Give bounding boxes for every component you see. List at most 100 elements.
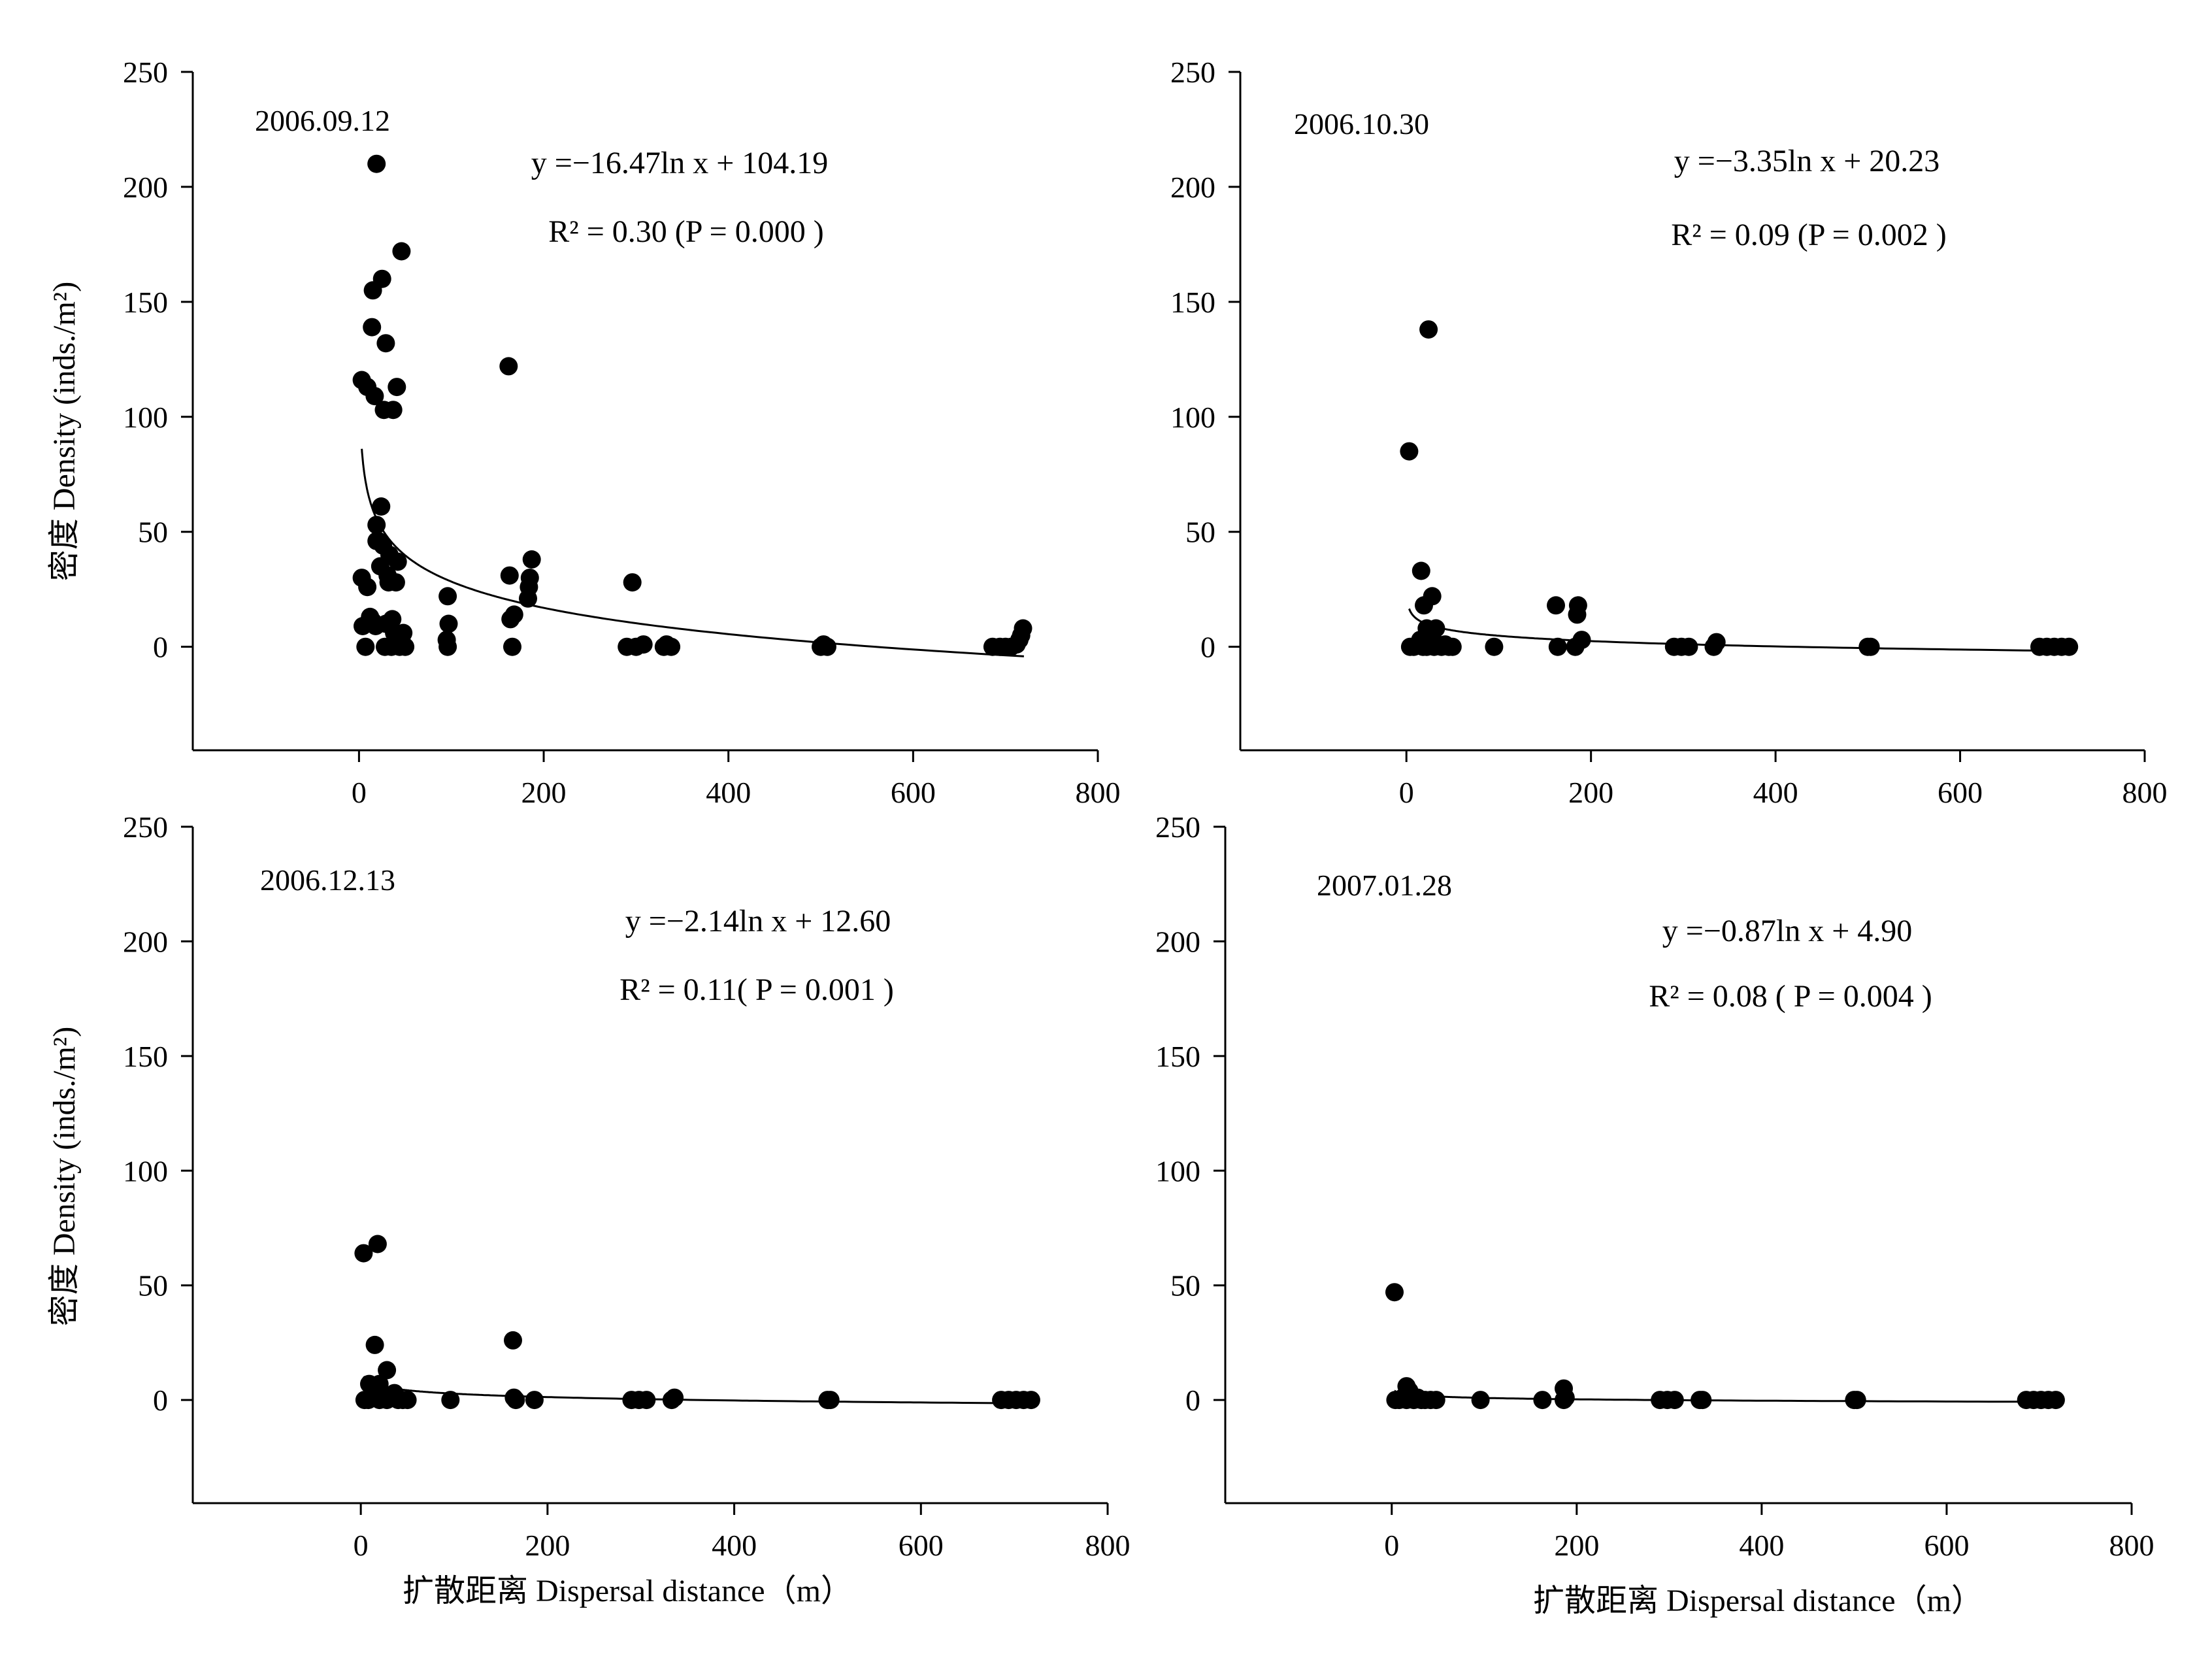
y-tick-label: 200 xyxy=(123,925,168,958)
x-tick-label: 800 xyxy=(2122,776,2168,809)
data-point xyxy=(1847,1391,1866,1410)
data-point xyxy=(1548,637,1567,656)
x-tick-label: 200 xyxy=(525,1529,570,1562)
data-point xyxy=(637,1391,656,1410)
data-point xyxy=(367,516,386,535)
y-tick-label: 50 xyxy=(138,516,168,549)
data-point xyxy=(1014,619,1032,638)
y-tick-label: 150 xyxy=(123,286,168,319)
r-squared-text: R² = 0.11( P = 0.001 ) xyxy=(619,972,894,1007)
y-tick-label: 250 xyxy=(1155,810,1200,844)
data-point xyxy=(525,1391,544,1410)
data-point xyxy=(384,401,403,420)
data-point xyxy=(438,637,457,656)
data-point xyxy=(398,1391,417,1410)
data-point xyxy=(519,589,537,608)
panel-date-label: 2006.09.12 xyxy=(255,104,390,137)
r-squared-text: R² = 0.09 (P = 0.002 ) xyxy=(1671,218,1946,252)
data-point xyxy=(354,1244,373,1263)
data-point xyxy=(386,573,405,592)
y-tick-label: 250 xyxy=(123,810,168,844)
x-tick-label: 0 xyxy=(1384,1529,1399,1562)
y-axis-title-bottom: 密度 Density (inds./m²) xyxy=(47,1027,82,1326)
panel-date-label: 2007.01.28 xyxy=(1317,869,1452,902)
data-point xyxy=(1400,442,1419,461)
data-point xyxy=(503,637,521,656)
x-tick-label: 400 xyxy=(712,1529,757,1562)
y-tick-label: 50 xyxy=(138,1269,168,1303)
x-tick-label: 600 xyxy=(1924,1529,1969,1562)
x-tick-label: 0 xyxy=(352,776,367,809)
data-point xyxy=(383,610,402,629)
data-point xyxy=(665,1388,684,1407)
x-tick-label: 200 xyxy=(521,776,567,809)
x-tick-label: 400 xyxy=(706,776,751,809)
data-point xyxy=(356,637,375,656)
data-point xyxy=(378,1361,397,1380)
data-point xyxy=(388,378,406,397)
data-point xyxy=(365,1335,384,1354)
y-tick-label: 100 xyxy=(123,1154,168,1187)
x-tick-label: 200 xyxy=(1568,776,1613,809)
data-point xyxy=(1411,561,1430,580)
x-tick-label: 400 xyxy=(1739,1529,1784,1562)
fit-curve xyxy=(1408,608,2072,652)
data-point xyxy=(438,587,457,606)
data-point xyxy=(396,637,415,656)
y-tick-label: 0 xyxy=(153,1384,168,1417)
x-tick-label: 600 xyxy=(899,1529,944,1562)
y-tick-label: 50 xyxy=(1185,516,1215,549)
data-point xyxy=(1679,637,1698,656)
x-tick-label: 600 xyxy=(891,776,936,809)
y-tick-label: 0 xyxy=(1200,631,1215,664)
data-point xyxy=(365,387,384,406)
data-point xyxy=(376,334,395,353)
data-point xyxy=(388,552,407,571)
y-tick-label: 0 xyxy=(1185,1384,1200,1417)
data-point xyxy=(1427,1391,1445,1410)
data-point xyxy=(439,614,458,633)
data-point xyxy=(368,1235,387,1254)
x-axis-title-left: 扩散距离 Dispersal distance（m） xyxy=(403,1574,852,1608)
data-point xyxy=(504,605,523,624)
data-point xyxy=(1423,587,1442,606)
data-point xyxy=(1707,633,1726,652)
fit-curve xyxy=(363,1376,1033,1404)
data-point xyxy=(1693,1391,1712,1410)
data-point xyxy=(358,578,377,597)
x-axis-title-right: 扩散距离 Dispersal distance（m） xyxy=(1533,1584,1983,1618)
panel-date-label: 2006.12.13 xyxy=(260,863,395,897)
regression-equation: y =−2.14ln x + 12.60 xyxy=(625,904,891,938)
data-point xyxy=(1419,320,1438,339)
y-tick-label: 100 xyxy=(123,401,168,434)
panel-1: 0 50 100 150 200 250 0 200 400 600 800 2006.09.12 y … xyxy=(123,56,1121,809)
data-point xyxy=(441,1391,460,1410)
data-point xyxy=(363,318,382,337)
x-tick-label: 800 xyxy=(2109,1529,2154,1562)
panel-3: 0 50 100 150 200 250 0 200 400 600 800 2006.12.13 y … xyxy=(123,810,1131,1562)
data-point xyxy=(1566,637,1585,656)
regression-equation: y =−16.47ln x + 104.19 xyxy=(531,146,829,180)
r-squared-text: R² = 0.08 ( P = 0.004 ) xyxy=(1649,979,1932,1014)
data-point xyxy=(392,242,411,261)
r-squared-text: R² = 0.30 (P = 0.000 ) xyxy=(548,214,823,249)
data-point xyxy=(500,566,519,585)
data-point xyxy=(623,573,642,592)
x-tick-label: 0 xyxy=(1399,776,1414,809)
data-point xyxy=(1547,596,1565,615)
data-point xyxy=(1861,637,1880,656)
data-point xyxy=(504,1331,522,1350)
y-tick-label: 100 xyxy=(1170,401,1215,434)
y-tick-label: 200 xyxy=(123,171,168,204)
data-point xyxy=(1471,1391,1490,1410)
regression-equation: y =−0.87ln x + 4.90 xyxy=(1662,914,1913,948)
panel-2: 0 50 100 150 200 250 0 200 400 600 800 2006.10.30 y … xyxy=(1170,56,2168,809)
data-point xyxy=(522,550,541,569)
data-point xyxy=(499,357,518,376)
regression-equation: y =−3.35ln x + 20.23 xyxy=(1674,144,1940,178)
panel-4: 0 50 100 150 200 250 0 200 400 600 800 2007.01.28 y … xyxy=(1155,810,2154,1562)
y-tick-label: 200 xyxy=(1155,925,1200,958)
data-point xyxy=(2046,1391,2065,1410)
